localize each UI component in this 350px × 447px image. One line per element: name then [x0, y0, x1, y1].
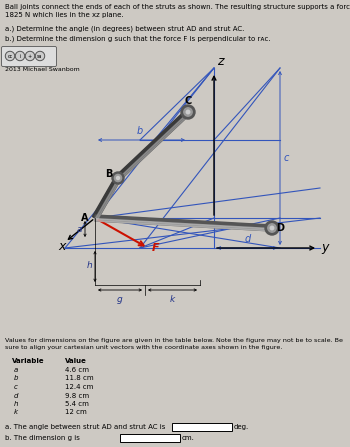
Circle shape — [26, 51, 35, 60]
Text: +: + — [28, 54, 32, 59]
Text: 2013 Michael Swanbom: 2013 Michael Swanbom — [5, 67, 80, 72]
Polygon shape — [96, 178, 121, 219]
Text: b: b — [14, 375, 19, 381]
Text: y: y — [321, 241, 328, 254]
Circle shape — [186, 110, 190, 114]
Text: b. The dimension g is: b. The dimension g is — [5, 435, 80, 441]
Circle shape — [27, 52, 34, 59]
Circle shape — [184, 108, 192, 116]
Text: i: i — [19, 54, 21, 59]
Text: C: C — [184, 96, 192, 106]
Text: deg.: deg. — [234, 423, 249, 430]
Text: 11.8 cm: 11.8 cm — [65, 375, 94, 381]
Circle shape — [6, 51, 14, 60]
FancyBboxPatch shape — [120, 434, 180, 442]
Text: d: d — [14, 392, 19, 398]
Text: c: c — [284, 153, 289, 163]
Circle shape — [117, 177, 119, 180]
Text: Ball joints connect the ends of each of the struts as shown. The resulting struc: Ball joints connect the ends of each of … — [5, 4, 350, 18]
Text: a. The angle between strut AD and strut AC is: a. The angle between strut AD and strut … — [5, 424, 165, 430]
Text: cc: cc — [7, 54, 13, 59]
Circle shape — [35, 51, 44, 60]
Text: 12 cm: 12 cm — [65, 409, 87, 416]
Text: a: a — [77, 225, 82, 235]
Text: 9.8 cm: 9.8 cm — [65, 392, 89, 398]
Text: k: k — [14, 409, 18, 416]
Circle shape — [36, 52, 43, 59]
FancyBboxPatch shape — [1, 46, 56, 67]
Text: b: b — [137, 126, 143, 136]
Circle shape — [15, 51, 24, 60]
Text: g: g — [117, 295, 123, 304]
Polygon shape — [95, 219, 272, 231]
Circle shape — [268, 224, 276, 232]
Text: sa: sa — [37, 54, 43, 59]
Polygon shape — [92, 177, 121, 219]
Text: D: D — [276, 223, 284, 233]
Text: h: h — [14, 401, 19, 407]
Polygon shape — [95, 215, 272, 231]
Circle shape — [112, 172, 124, 184]
Text: a: a — [14, 367, 18, 373]
Text: b.) Determine the dimension g such that the force F is perpendicular to rᴀᴄ.: b.) Determine the dimension g such that … — [5, 35, 271, 42]
Text: F: F — [152, 243, 160, 253]
Text: B: B — [105, 169, 112, 179]
Text: x: x — [58, 240, 65, 253]
Circle shape — [270, 226, 274, 230]
Text: Value: Value — [65, 358, 87, 364]
Polygon shape — [116, 110, 190, 180]
Text: k: k — [169, 295, 175, 304]
Text: z: z — [217, 55, 224, 68]
Polygon shape — [118, 113, 190, 180]
Text: a.) Determine the angle (in degrees) between strut AD and strut AC.: a.) Determine the angle (in degrees) bet… — [5, 26, 244, 33]
Circle shape — [265, 221, 279, 235]
Text: cm.: cm. — [182, 434, 195, 440]
Text: Values for dimensions on the figure are given in the table below. Note the figur: Values for dimensions on the figure are … — [5, 338, 343, 350]
Text: 12.4 cm: 12.4 cm — [65, 384, 93, 390]
Text: Variable: Variable — [12, 358, 45, 364]
Text: h: h — [86, 261, 92, 270]
Text: d: d — [245, 234, 251, 244]
Circle shape — [114, 174, 121, 181]
FancyBboxPatch shape — [172, 423, 232, 430]
Text: c: c — [14, 384, 18, 390]
Text: 4.6 cm: 4.6 cm — [65, 367, 89, 373]
Text: A: A — [80, 213, 88, 223]
Circle shape — [16, 52, 23, 59]
Text: 5.4 cm: 5.4 cm — [65, 401, 89, 407]
Circle shape — [7, 52, 14, 59]
Circle shape — [181, 105, 195, 119]
